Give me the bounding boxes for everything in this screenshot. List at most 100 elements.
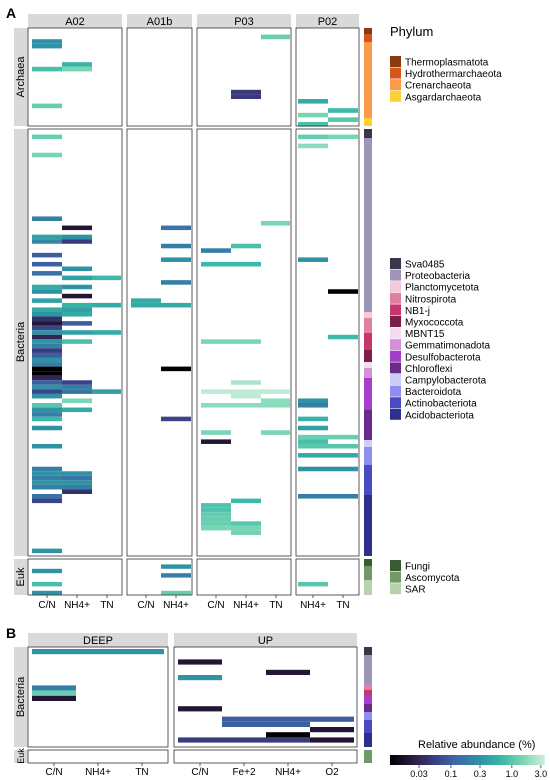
heatmap-cell xyxy=(161,590,191,596)
heatmap-cell xyxy=(298,466,328,472)
heatmap-cell xyxy=(298,122,328,127)
panel-a-heatmap xyxy=(32,34,358,596)
heatmap-cell xyxy=(231,521,261,526)
heatmap-cell xyxy=(231,393,261,399)
strip-label-deep: DEEP xyxy=(83,635,113,647)
legend-label: Gemmatimonadota xyxy=(405,341,490,352)
facet-border xyxy=(27,558,123,596)
heatmap-cell xyxy=(32,330,62,335)
facet-border xyxy=(126,558,193,596)
heatmap-cell xyxy=(32,334,62,340)
heatmap-cell xyxy=(62,398,92,403)
legend-swatch xyxy=(390,339,401,351)
heatmap-cell xyxy=(266,737,310,743)
legend-swatch xyxy=(390,304,401,316)
panel-b-heatmap xyxy=(32,649,354,743)
heatmap-cell xyxy=(231,389,261,394)
phylum-bar-segment xyxy=(364,129,372,138)
colorbar-tick-label: 0.1 xyxy=(445,769,458,779)
panel-b-tag: B xyxy=(6,625,16,641)
heatmap-cell xyxy=(92,330,121,335)
heatmap-cell xyxy=(266,721,310,727)
heatmap-cell xyxy=(231,525,261,531)
legend-label: SAR xyxy=(405,585,426,596)
heatmap-cell xyxy=(32,582,62,587)
heatmap-cell xyxy=(32,357,62,363)
legend-label: Acidobacteriota xyxy=(405,410,474,421)
heatmap-cell xyxy=(62,266,92,272)
heatmap-cell xyxy=(161,302,191,308)
x-tick-label: Fe+2 xyxy=(232,767,256,778)
row-label-archaea: Archaea xyxy=(15,56,27,98)
colorbar-title: Relative abundance (%) xyxy=(418,739,535,751)
heatmap-cell xyxy=(178,706,222,712)
heatmap-cell xyxy=(32,362,62,367)
heatmap-cell xyxy=(266,669,310,675)
phylum-bar-segment xyxy=(364,28,372,34)
x-tick-label: NH4+ xyxy=(300,600,326,611)
phylum-bar-segment xyxy=(364,733,372,747)
phylum-bar-segment xyxy=(364,580,372,595)
heatmap-cell xyxy=(32,649,76,655)
heatmap-cell xyxy=(62,293,92,299)
phylum-bar-segment xyxy=(364,690,372,696)
x-tick-label: C/N xyxy=(207,600,224,611)
panel-a-tag: A xyxy=(6,5,16,21)
legend-label: Myxococcota xyxy=(405,318,464,329)
legend-swatch xyxy=(390,269,401,281)
heatmap-cell xyxy=(328,443,358,449)
facet-border xyxy=(27,749,169,764)
heatmap-cell xyxy=(201,439,231,444)
heatmap-cell xyxy=(231,243,261,249)
legend-swatch xyxy=(390,397,401,409)
x-tick-label: TN xyxy=(100,600,113,611)
phylum-bar-segment xyxy=(364,696,372,704)
heatmap-cell xyxy=(32,234,62,240)
facet-border xyxy=(295,128,360,557)
legend-label: Ascomycota xyxy=(405,573,460,584)
legend-swatch xyxy=(390,571,401,583)
phylum-bar-segment xyxy=(364,647,372,655)
heatmap-cell xyxy=(231,261,261,267)
panel-a-facet-borders xyxy=(27,27,360,596)
legend-label: NB1-j xyxy=(405,306,430,317)
heatmap-cell xyxy=(261,398,290,403)
heatmap-cell xyxy=(32,43,62,49)
phylum-bar-segment xyxy=(364,704,372,712)
heatmap-cell xyxy=(32,384,62,390)
heatmap-cell xyxy=(92,275,121,281)
heatmap-cell xyxy=(298,134,328,140)
panel-a-row-strips: Archaea Bacteria Euk xyxy=(14,28,28,595)
heatmap-cell xyxy=(76,649,120,655)
heatmap-cell xyxy=(298,434,328,440)
heatmap-cell xyxy=(201,389,231,394)
heatmap-cell xyxy=(32,393,62,399)
legend-swatch xyxy=(390,67,401,79)
heatmap-cell xyxy=(328,117,358,122)
phylum-bar-segment xyxy=(364,118,372,126)
heatmap-cell xyxy=(161,225,191,231)
colorbar-tick-label: 0.03 xyxy=(410,769,428,779)
heatmap-cell xyxy=(201,521,231,526)
heatmap-cell xyxy=(32,407,62,413)
heatmap-cell xyxy=(161,280,191,285)
heatmap-cell xyxy=(32,443,62,449)
heatmap-cell xyxy=(298,494,328,499)
legend-swatch xyxy=(390,258,401,269)
x-tick-label: TN xyxy=(269,600,282,611)
heatmap-cell xyxy=(62,239,92,244)
heatmap-cell xyxy=(266,732,310,738)
phylum-bar-segment xyxy=(364,42,372,118)
legend-swatch xyxy=(390,281,401,293)
heatmap-cell xyxy=(32,375,62,381)
heatmap-cell xyxy=(32,498,62,504)
heatmap-cell xyxy=(32,685,76,691)
legend-label: Bacteroidota xyxy=(405,387,462,398)
heatmap-cell xyxy=(310,727,354,733)
heatmap-cell xyxy=(201,507,231,513)
heatmap-cell xyxy=(222,721,266,727)
legend-label: Desulfobacterota xyxy=(405,352,481,363)
heatmap-cell xyxy=(62,480,92,485)
heatmap-cell xyxy=(161,564,191,569)
